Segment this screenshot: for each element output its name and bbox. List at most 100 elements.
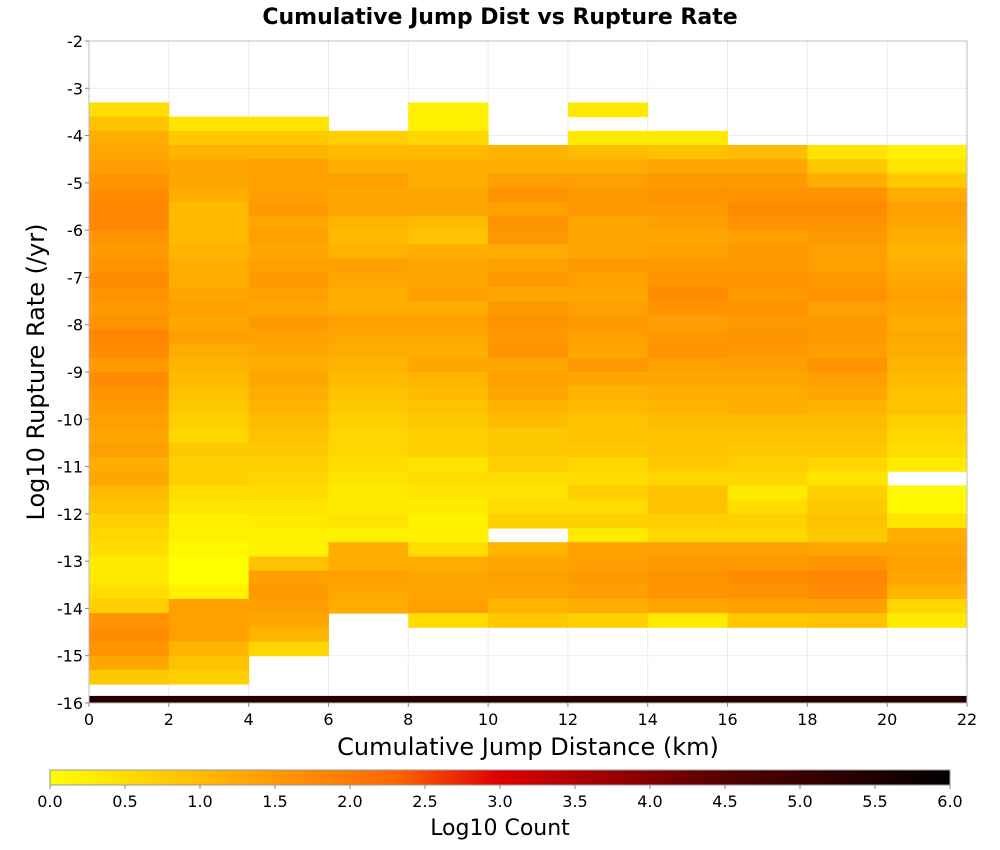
heatmap-cell: [807, 145, 888, 160]
heatmap-cell: [727, 542, 808, 557]
heatmap-cell: [168, 457, 250, 472]
heatmap-cell: [248, 215, 329, 231]
heatmap-cell: [647, 343, 729, 359]
heatmap-cell: [727, 286, 808, 302]
x-tick-label: 12: [558, 710, 578, 729]
heatmap-cell: [89, 513, 170, 529]
heatmap-cell: [647, 315, 729, 330]
heatmap-cell: [887, 230, 968, 245]
heatmap-cell: [647, 457, 729, 472]
heatmap-cell: [328, 258, 409, 274]
heatmap-cell: [168, 286, 250, 302]
heatmap-cell: [647, 329, 729, 345]
heatmap-cell: [89, 627, 170, 643]
y-tick-label: -15: [57, 647, 83, 666]
heatmap-cell: [328, 513, 409, 529]
heatmap-cell: [328, 329, 409, 345]
heatmap-cell: [727, 315, 808, 330]
heatmap-cell: [647, 301, 729, 316]
heatmap-cell: [727, 485, 808, 501]
colorbar-label: Log10 Count: [430, 816, 570, 841]
heatmap-cell: [408, 102, 489, 118]
heatmap-cell: [328, 145, 409, 160]
heatmap-cell: [168, 386, 250, 401]
y-tick-label: -8: [67, 316, 83, 335]
heatmap-cell: [408, 584, 489, 600]
heatmap-cell: [248, 315, 329, 330]
heatmap-cell: [408, 442, 489, 458]
heatmap-cell: [328, 471, 409, 486]
heatmap-cell: [168, 116, 250, 132]
heatmap-cell: [408, 428, 489, 444]
heatmap-cell: [248, 145, 329, 160]
heatmap-cell: [408, 258, 489, 274]
heatmap-cell: [408, 116, 489, 132]
heatmap-cell: [488, 471, 569, 486]
heatmap-cell: [807, 315, 888, 330]
heatmap-cell: [89, 301, 170, 316]
heatmap-cell: [168, 513, 250, 529]
heatmap-cell: [248, 130, 329, 146]
y-tick-label: -14: [57, 599, 83, 618]
heatmap-cell: [168, 372, 250, 387]
heatmap-cell: [168, 357, 250, 373]
heatmap-cell: [248, 372, 329, 387]
heatmap-cell: [328, 230, 409, 245]
heatmap-cell: [168, 613, 250, 628]
heatmap-cell: [488, 258, 569, 274]
heatmap-cell: [89, 556, 170, 572]
heatmap-cell: [408, 357, 489, 373]
heatmap-cell: [567, 173, 649, 189]
heatmap-cell: [328, 528, 409, 543]
heatmap-cell: [89, 485, 170, 501]
heatmap-cell: [89, 244, 170, 260]
heatmap-cell: [807, 471, 888, 486]
heatmap-cell: [727, 372, 808, 387]
heatmap-cell: [727, 584, 808, 600]
colorbar-tick-label: 1.0: [187, 792, 212, 811]
heatmap-cell: [408, 556, 489, 572]
heatmap-cell: [328, 485, 409, 501]
heatmap-cell: [168, 187, 250, 203]
heatmap-cell: [727, 471, 808, 486]
heatmap-cell: [887, 372, 968, 387]
colorbar-tick-label: 5.0: [787, 792, 812, 811]
heatmap-cell: [647, 528, 729, 543]
heatmap-cell: [168, 400, 250, 416]
heatmap-cell: [89, 499, 170, 515]
heatmap-cell: [248, 173, 329, 189]
heatmap-cell: [408, 343, 489, 359]
heatmap-cell: [488, 215, 569, 231]
heatmap-cell: [248, 442, 329, 458]
heatmap-cell: [248, 244, 329, 260]
heatmap-cell: [328, 301, 409, 316]
heatmap-cell: [488, 485, 569, 501]
heatmap-cell: [168, 329, 250, 345]
heatmap-cell: [567, 457, 649, 472]
heatmap-cell: [408, 613, 489, 628]
heatmap-cell: [328, 499, 409, 515]
heatmap-cell: [647, 286, 729, 302]
heatmap-cell: [248, 343, 329, 359]
colorbar-gradient: [49, 769, 951, 786]
heatmap-cell: [248, 386, 329, 401]
heatmap-cell: [408, 513, 489, 529]
heatmap-cell: [647, 244, 729, 260]
heatmap-cell: [168, 598, 250, 614]
heatmap-cell: [89, 400, 170, 416]
heatmap-cell: [807, 244, 888, 260]
heatmap-cell: [567, 471, 649, 486]
x-tick-label: 14: [638, 710, 658, 729]
heatmap-cell: [248, 499, 329, 515]
colorbar-tick-label: 0.5: [112, 792, 137, 811]
heatmap-cell: [408, 570, 489, 586]
heatmap-cell: [887, 428, 968, 444]
heatmap-cell: [488, 230, 569, 245]
heatmap-cell: [727, 201, 808, 217]
y-axis-ticks: -2 -3 -4 -5 -6 -7 -8 -9 -10 -11 -12 -13 -14 -15 -16: [57, 32, 89, 713]
heatmap-cell: [248, 613, 329, 628]
heatmap-cell: [647, 230, 729, 245]
heatmap-cell: [488, 187, 569, 203]
heatmap-cell: [807, 272, 888, 288]
heatmap-cell: [408, 329, 489, 345]
